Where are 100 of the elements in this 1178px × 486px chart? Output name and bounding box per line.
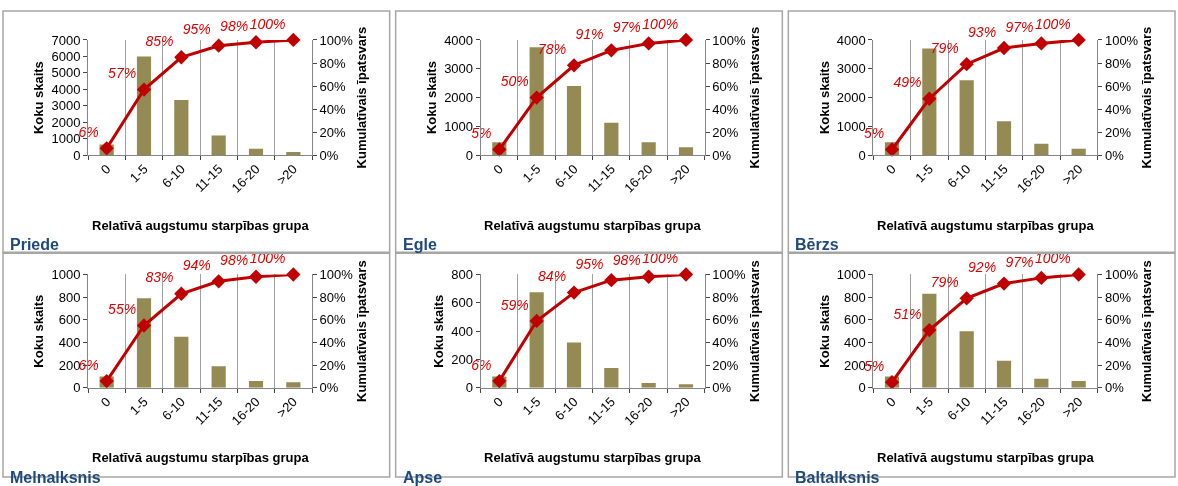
data-label: 97%	[612, 19, 641, 36]
point	[566, 285, 582, 300]
point	[604, 273, 619, 288]
y-tick-label: 1000	[836, 267, 866, 283]
text: Bērzs	[795, 236, 839, 253]
x-tick-label: >20	[273, 394, 301, 421]
x-tick-label: 0	[883, 161, 899, 178]
bar	[136, 56, 152, 156]
data-label: 100%	[249, 15, 286, 32]
x-axis-title: Relatīvā augstumu starpības grupa	[877, 450, 1095, 465]
bar	[604, 122, 619, 156]
y-tick-label: 0	[465, 380, 474, 396]
y-tick-label: 5000	[51, 65, 81, 81]
point	[604, 43, 619, 58]
y-tick-label: 800	[58, 289, 81, 305]
y2-tick-label: 80%	[712, 55, 739, 71]
point	[136, 82, 152, 97]
y2-tick-label: 100%	[319, 32, 354, 48]
y2-tick-label: 80%	[319, 289, 347, 305]
data-label: 94%	[182, 256, 211, 273]
y2-tick-label: 80%	[712, 289, 739, 305]
x-tick-label: 0	[490, 161, 507, 178]
y2-axis-title: Kumulatīvais īpatsvars	[1139, 260, 1155, 402]
y2-tick-label: 40%	[1104, 335, 1132, 351]
x-tick-label: 1-5	[912, 161, 937, 186]
y-tick-label: 0	[858, 380, 866, 396]
data-label: 79%	[930, 273, 959, 290]
y2-axis-title: Kumulatīvais īpatsvars	[353, 26, 369, 169]
bar	[678, 147, 694, 156]
y-tick-label: 200	[58, 357, 81, 373]
y-tick-label: 600	[844, 312, 866, 328]
data-label: 98%	[220, 252, 249, 269]
y2-tick-label: 60%	[319, 312, 347, 328]
y2-tick-label: 100%	[712, 267, 746, 283]
y2-tick-label: 0%	[712, 147, 732, 163]
point	[1071, 267, 1086, 282]
x-tick-label: >20	[1059, 394, 1086, 421]
bar	[641, 142, 656, 156]
y2-tick-label: 20%	[1104, 124, 1132, 140]
point	[1071, 32, 1086, 48]
data-label: 98%	[612, 252, 641, 269]
y2-tick-label: 100%	[1104, 267, 1139, 283]
y-axis-title: Koku skaits	[431, 294, 447, 368]
x-axis-title: Relatīvā augstumu starpības grupa	[877, 218, 1095, 233]
x-tick-label: 6-10	[159, 394, 189, 424]
y2-tick-label: 0%	[1104, 147, 1125, 163]
x-tick-label: 0	[97, 161, 114, 178]
point	[286, 267, 301, 282]
y-tick-label: 2000	[836, 90, 866, 106]
y2-tick-label: 20%	[1104, 357, 1132, 373]
point	[1034, 270, 1049, 286]
point	[529, 313, 544, 329]
y2-tick-label: 60%	[712, 312, 739, 328]
y2-tick-label: 20%	[712, 357, 739, 373]
bar	[996, 121, 1012, 156]
y2-tick-label: 20%	[319, 357, 347, 373]
y2-tick-label: 20%	[712, 124, 739, 140]
x-tick-label: >20	[666, 394, 693, 421]
y-axis-title: Koku skaits	[31, 61, 47, 135]
x-tick-label: 6-10	[551, 394, 581, 424]
point	[529, 90, 544, 105]
y-tick-label: 0	[465, 147, 474, 163]
data-label: 84%	[538, 268, 567, 285]
point	[678, 32, 694, 48]
point	[922, 322, 937, 338]
bar	[996, 360, 1012, 388]
y-tick-label: 6000	[51, 48, 81, 64]
bar	[959, 80, 974, 156]
point	[248, 269, 264, 284]
bar	[211, 135, 226, 156]
y-tick-label: 1000	[51, 267, 81, 283]
point	[959, 291, 974, 306]
y2-tick-label: 0%	[712, 380, 732, 396]
point	[211, 38, 226, 53]
x-tick-label: >20	[666, 161, 693, 188]
x-tick-label: 0	[490, 394, 507, 410]
y-axis-title: Koku skaits	[816, 61, 832, 135]
bar	[529, 292, 544, 388]
y-tick-label: 7000	[51, 32, 81, 48]
y-tick-label: 3000	[444, 61, 474, 77]
data-label: 98%	[220, 17, 249, 34]
x-tick-label: 0	[97, 394, 114, 410]
data-label: 55%	[108, 301, 137, 318]
point	[678, 267, 694, 282]
data-label: 59%	[500, 296, 529, 313]
y-tick-label: 4000	[51, 81, 81, 97]
y-tick-label: 400	[844, 335, 866, 351]
text: Melnalksnis	[10, 469, 101, 486]
data-label: 93%	[968, 23, 997, 40]
data-label: 91%	[575, 25, 604, 42]
y-tick-label: 2000	[444, 90, 474, 106]
data-label: 57%	[108, 65, 137, 82]
text: Baltalksnis	[795, 469, 880, 486]
y2-tick-label: 60%	[712, 78, 739, 94]
point	[286, 32, 301, 48]
x-tick-label: >20	[273, 161, 301, 188]
x-tick-label: 6-10	[551, 161, 581, 191]
y-tick-label: 4000	[444, 32, 474, 48]
point	[641, 269, 656, 284]
point	[922, 91, 937, 106]
